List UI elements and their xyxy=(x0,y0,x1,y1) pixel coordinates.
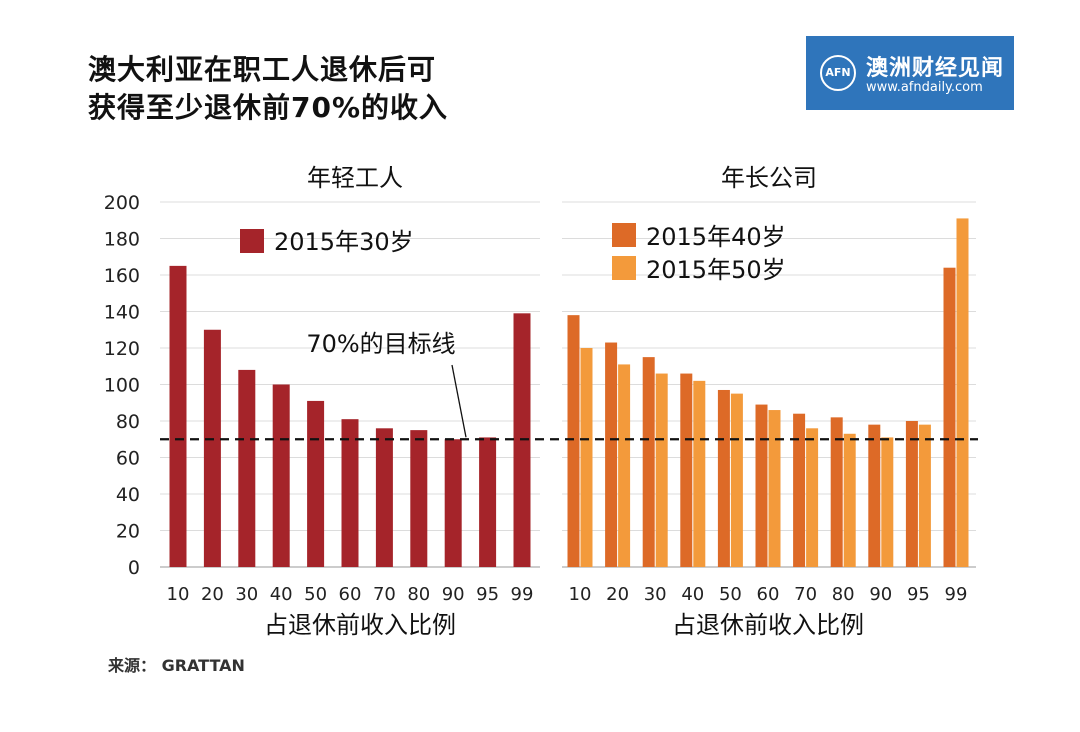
age50-bar xyxy=(693,380,706,567)
age40-bar xyxy=(905,421,918,567)
age40-bar xyxy=(943,267,956,567)
right-x-tick-label: 10 xyxy=(569,584,592,605)
left-x-tick-label: 80 xyxy=(407,584,430,605)
y-tick-label: 120 xyxy=(104,338,140,360)
y-tick-label: 0 xyxy=(128,557,140,579)
right-x-tick-label: 95 xyxy=(907,584,930,605)
left-x-axis-title: 占退休前收入比例 xyxy=(264,611,456,639)
chart-title-line-1: 澳大利亚在职工人退休后可 xyxy=(88,53,437,86)
age40-bar xyxy=(868,424,881,567)
right-x-tick-label: 60 xyxy=(757,584,780,605)
age50-bar xyxy=(730,393,743,567)
y-tick-label: 160 xyxy=(104,265,140,287)
right-x-axis-title: 占退休前收入比例 xyxy=(672,611,864,639)
young-worker-bar xyxy=(238,369,256,567)
young-worker-bar xyxy=(203,329,221,567)
left-x-tick-label: 20 xyxy=(201,584,224,605)
age40-bar xyxy=(680,373,693,567)
chart-title-line-2: 获得至少退休前70%的收入 xyxy=(88,91,449,124)
y-tick-label: 80 xyxy=(116,411,140,433)
legend-label-age30: 2015年30岁 xyxy=(274,228,414,256)
age40-bar xyxy=(793,413,806,567)
young-worker-bar xyxy=(479,437,497,567)
age50-bar xyxy=(580,348,593,567)
legend-swatch-age40 xyxy=(612,223,636,247)
y-tick-label: 60 xyxy=(116,448,140,470)
age50-bar xyxy=(768,410,781,567)
age40-bar xyxy=(605,342,618,567)
age40-bar xyxy=(830,417,843,567)
young-worker-bar xyxy=(375,428,393,567)
age50-bar xyxy=(618,364,631,567)
age50-bar xyxy=(843,433,856,567)
target-line-pointer xyxy=(451,364,467,438)
young-worker-bar xyxy=(341,419,359,567)
legend-label-age40: 2015年40岁 xyxy=(646,223,786,251)
right-x-tick-label: 80 xyxy=(832,584,855,605)
right-x-tick-label: 99 xyxy=(945,584,968,605)
age40-bar xyxy=(755,404,768,567)
left-x-tick-label: 30 xyxy=(235,584,258,605)
right-x-tick-label: 70 xyxy=(794,584,817,605)
left-chart-title: 年轻工人 xyxy=(307,164,403,192)
right-x-tick-label: 90 xyxy=(869,584,892,605)
left-x-tick-label: 50 xyxy=(304,584,327,605)
age50-bar xyxy=(655,373,668,567)
y-tick-label: 200 xyxy=(104,192,140,214)
right-chart-title: 年长公司 xyxy=(721,164,817,192)
left-x-tick-label: 99 xyxy=(511,584,534,605)
target-line-label: 70%的目标线 xyxy=(306,330,455,358)
age50-bar xyxy=(918,424,931,567)
young-worker-bar xyxy=(169,265,187,567)
right-x-tick-label: 40 xyxy=(681,584,704,605)
left-x-tick-label: 10 xyxy=(167,584,190,605)
age50-bar xyxy=(806,428,819,567)
logo-name: 澳洲财经见闻 xyxy=(866,56,1005,81)
right-x-tick-label: 30 xyxy=(644,584,667,605)
young-worker-bar xyxy=(444,439,462,567)
left-x-tick-label: 90 xyxy=(442,584,465,605)
left-x-tick-label: 60 xyxy=(339,584,362,605)
logo-url: www.afndaily.com xyxy=(866,80,983,95)
right-x-tick-label: 20 xyxy=(606,584,629,605)
legend-label-age50: 2015年50岁 xyxy=(646,256,786,284)
young-worker-bar xyxy=(272,384,290,567)
y-tick-label: 20 xyxy=(116,521,140,543)
right-x-tick-label: 50 xyxy=(719,584,742,605)
age40-bar xyxy=(567,315,580,567)
legend-swatch-age30 xyxy=(240,229,264,253)
age50-bar xyxy=(956,218,969,568)
y-tick-label: 180 xyxy=(104,229,140,251)
young-worker-bar xyxy=(307,400,325,567)
y-tick-label: 100 xyxy=(104,375,140,397)
left-x-tick-label: 95 xyxy=(476,584,499,605)
age40-bar xyxy=(642,357,655,567)
legend-swatch-age50 xyxy=(612,256,636,280)
age50-bar xyxy=(881,437,894,567)
y-tick-label: 40 xyxy=(116,484,140,506)
afn-logo: AFN 澳洲财经见闻 www.afndaily.com xyxy=(806,36,1014,110)
left-x-tick-label: 40 xyxy=(270,584,293,605)
y-tick-label: 140 xyxy=(104,302,140,324)
young-worker-bar xyxy=(410,430,428,567)
left-x-tick-label: 70 xyxy=(373,584,396,605)
afn-logo-icon: AFN xyxy=(820,55,856,91)
age40-bar xyxy=(717,389,730,567)
source-note: 来源： GRATTAN xyxy=(108,656,245,675)
